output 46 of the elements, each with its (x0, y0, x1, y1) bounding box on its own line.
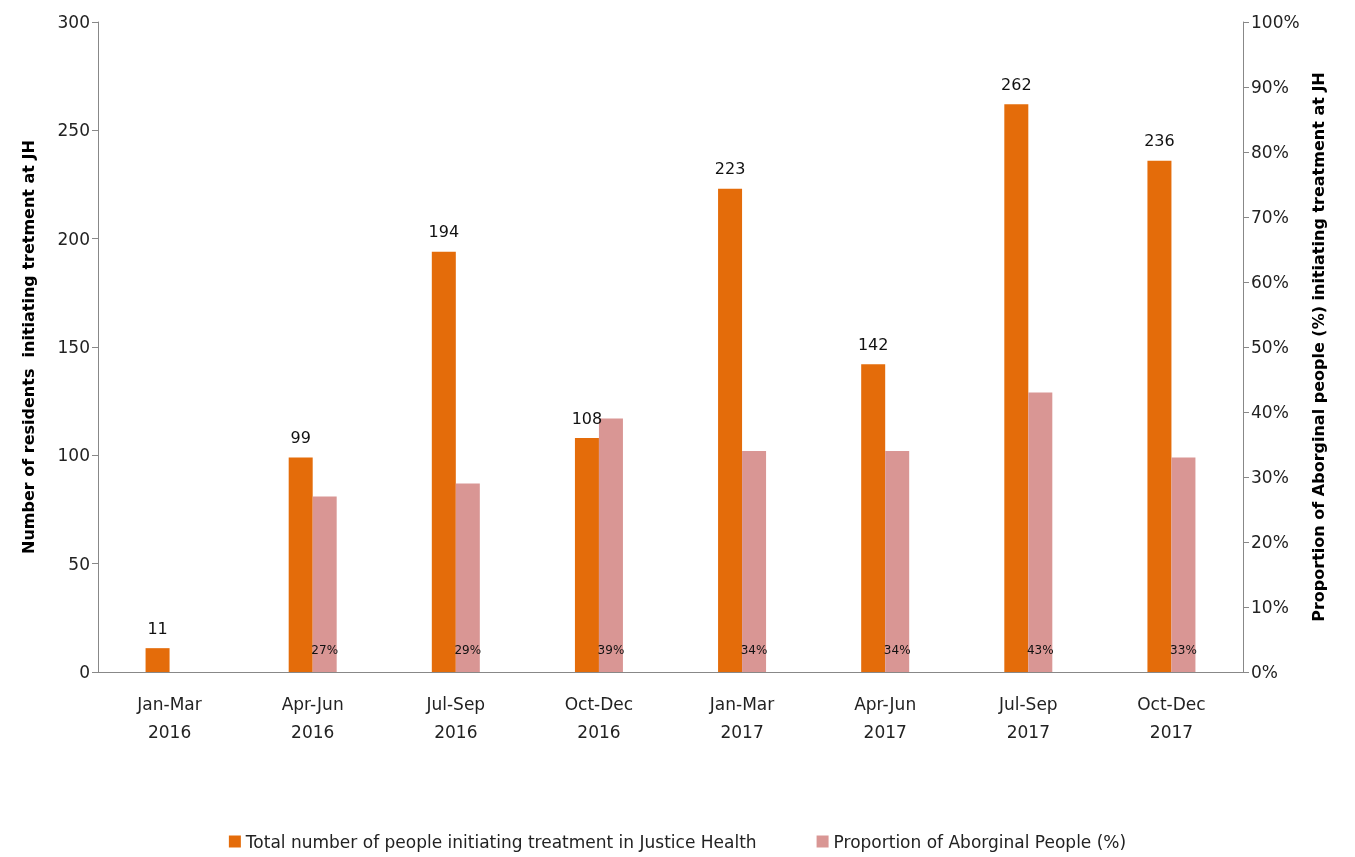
y2-tick-label: 20% (1251, 532, 1289, 552)
y-axis-title: Number of residents initiating tretment at JH (18, 140, 38, 554)
data-label: 29% (454, 643, 482, 657)
x-tick-label: Apr-Jun 2016 (281, 694, 344, 742)
y2-tick-label: 60% (1251, 272, 1289, 292)
x-tick-label: Oct-Dec 2017 (1137, 694, 1206, 742)
data-label: 223 (714, 159, 746, 179)
bar (1004, 104, 1029, 672)
data-label: 262 (1001, 74, 1032, 94)
y-tick-label: 250 (57, 120, 90, 141)
x-tick-label: Oct-Dec 2016 (564, 694, 634, 742)
y-tick-label: 300 (57, 12, 90, 32)
y2-tick-label: 70% (1251, 207, 1289, 227)
bar (718, 188, 743, 672)
y-tick-label: 50 (68, 553, 90, 574)
legend-label: Proportion of Aborginal People (%) (833, 831, 1127, 852)
data-label: 194 (428, 222, 460, 242)
y2-tick-label: 80% (1251, 142, 1289, 162)
bar (145, 648, 170, 672)
data-label: 33% (1170, 643, 1197, 657)
y2-axis-title: Proportion of Aborginal people (%) initiating treatment at JH (1309, 72, 1328, 622)
x-tick-label: Jan-Mar 2017 (708, 694, 775, 742)
y-tick-label: 200 (57, 228, 90, 249)
y2-tick-label: 10% (1251, 597, 1289, 617)
data-label: 11 (147, 618, 168, 638)
y2-tick-label: 30% (1251, 467, 1289, 487)
data-label: 142 (857, 334, 889, 354)
x-tick-label: Jan-Mar 2016 (136, 694, 202, 742)
data-label: 108 (571, 408, 603, 428)
y2-tick-label: 40% (1251, 402, 1289, 422)
bar (1147, 160, 1172, 672)
x-tick-label: Jul-Sep 2016 (425, 694, 486, 742)
y2-tick-label: 90% (1251, 77, 1289, 97)
y-tick-label: 0 (79, 662, 90, 682)
legend-label: Total number of people initiating treatment in Justice Health (244, 831, 757, 852)
y-tick-label: 100 (57, 445, 90, 466)
bar (431, 251, 456, 672)
data-label: 99 (290, 428, 311, 447)
data-label: 236 (1144, 131, 1175, 151)
data-label: 27% (311, 643, 339, 657)
x-tick-label: Apr-Jun 2017 (854, 694, 917, 742)
y2-tick-label: 0% (1251, 662, 1278, 682)
x-tick-label: Jul-Sep 2017 (997, 694, 1058, 742)
y2-tick-label: 100% (1251, 12, 1300, 32)
y-tick-label: 150 (57, 337, 90, 357)
y2-tick-label: 50% (1251, 337, 1289, 357)
